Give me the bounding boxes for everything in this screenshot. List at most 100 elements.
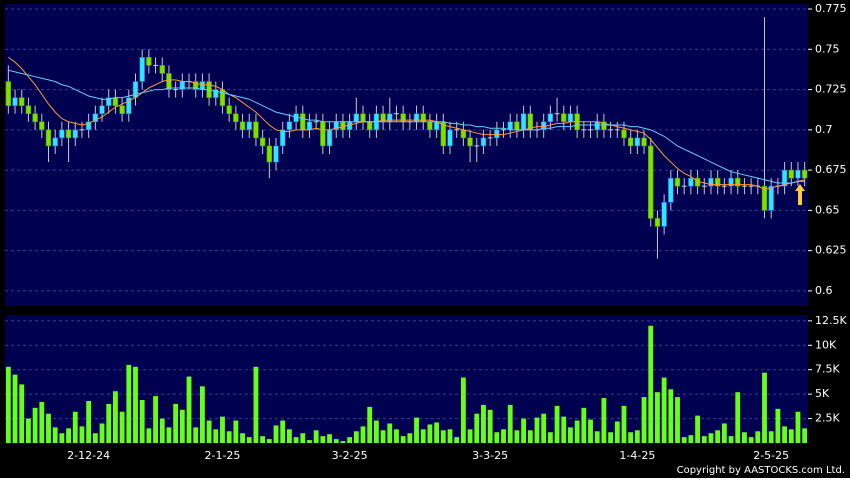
volume-bar xyxy=(79,426,85,443)
volume-bar xyxy=(226,431,232,443)
candle-body xyxy=(253,121,259,139)
volume-bar xyxy=(661,377,667,443)
volume-bar xyxy=(286,429,292,443)
candle-body xyxy=(146,57,152,66)
volume-bar xyxy=(92,433,98,443)
candle-body xyxy=(427,121,433,131)
moving-average-line xyxy=(8,56,805,190)
volume-bar xyxy=(133,366,138,443)
volume-bar xyxy=(795,411,801,443)
candle-body xyxy=(286,121,293,131)
candle-body xyxy=(39,121,45,131)
volume-bar xyxy=(66,428,71,443)
volume-bar xyxy=(675,397,680,443)
volume-bar xyxy=(655,392,660,443)
volume-bar xyxy=(715,430,721,443)
candle-body xyxy=(239,121,246,131)
candle-body xyxy=(99,105,105,115)
volume-bar xyxy=(487,409,493,443)
volume-bar xyxy=(347,437,353,443)
candle-body xyxy=(72,129,78,139)
volume-bar xyxy=(146,428,152,443)
candle-body xyxy=(601,121,607,131)
candle-body xyxy=(199,81,206,90)
x-tick-label: 2-12-24 xyxy=(67,449,110,462)
y-tick-label: 0.7 xyxy=(815,123,833,136)
volume-bar xyxy=(360,426,366,443)
candle-body xyxy=(279,129,286,147)
volume-bar xyxy=(514,430,520,443)
volume-bar xyxy=(39,401,45,443)
volume-bar xyxy=(213,429,219,443)
candle-body xyxy=(514,121,520,131)
volume-bar xyxy=(628,432,634,443)
volume-bar xyxy=(527,430,533,443)
volume-bar xyxy=(621,405,627,443)
volume-bar xyxy=(681,437,687,443)
volume-bar xyxy=(735,392,741,443)
y-tick-label: 0.625 xyxy=(815,244,847,257)
volume-bar xyxy=(748,437,754,443)
volume-bar xyxy=(648,325,654,443)
y-tick-label: 0.725 xyxy=(815,83,847,96)
candle-body xyxy=(621,129,627,139)
candle-body xyxy=(119,105,125,115)
volume-bar xyxy=(414,417,419,443)
volume-bar xyxy=(420,429,426,443)
candle-body xyxy=(306,121,313,131)
candle-body xyxy=(768,185,774,211)
candle-body xyxy=(159,65,165,74)
volume-bar xyxy=(788,429,794,443)
volume-bar xyxy=(153,396,158,443)
candle-body xyxy=(366,121,373,131)
y-tick-label: 0.6 xyxy=(815,284,833,297)
volume-bar xyxy=(568,427,573,443)
volume-bar xyxy=(26,418,31,443)
volume-bar xyxy=(5,366,11,443)
moving-average-line xyxy=(8,69,805,184)
volume-bar xyxy=(762,372,767,443)
volume-bar xyxy=(333,439,339,443)
volume-bar xyxy=(501,429,506,443)
candle-body xyxy=(112,97,119,106)
candle-body xyxy=(193,81,199,90)
volume-bar xyxy=(634,430,640,443)
volume-bar xyxy=(99,423,105,443)
volume-bar xyxy=(701,436,707,443)
volume-bar xyxy=(554,405,560,443)
candle-body xyxy=(688,177,694,187)
volume-bar xyxy=(199,386,205,443)
candle-body xyxy=(52,137,58,147)
candle-body xyxy=(661,202,667,227)
price-panel xyxy=(5,4,808,306)
volume-bar xyxy=(320,436,326,443)
candle-body xyxy=(460,129,467,139)
copyright: Copyright by AASTOCKS.com Ltd. xyxy=(677,465,845,476)
volume-bar xyxy=(86,400,92,443)
candle-body xyxy=(259,137,266,147)
candle-body xyxy=(708,177,714,187)
candle-body xyxy=(467,137,473,147)
x-tick-label: 3-2-25 xyxy=(332,449,368,462)
volume-bar xyxy=(668,389,674,443)
volume-bar xyxy=(742,432,747,443)
candle-body xyxy=(801,169,808,179)
candle-body xyxy=(32,113,38,123)
volume-bar xyxy=(113,391,118,443)
candle-body xyxy=(19,97,25,106)
candle-body xyxy=(65,129,72,139)
volume-bar xyxy=(380,430,386,443)
candle-body xyxy=(353,113,360,123)
volume-bar xyxy=(260,436,266,443)
candle-body xyxy=(85,121,92,131)
candle-body xyxy=(735,177,741,187)
candle-body xyxy=(246,121,252,131)
volume-bar xyxy=(313,430,319,443)
volume-bar xyxy=(434,422,440,443)
volume-bar xyxy=(581,407,587,443)
candle-body xyxy=(480,137,487,147)
volume-bar xyxy=(594,431,600,443)
candle-body xyxy=(139,57,145,82)
volume-bar xyxy=(19,384,25,443)
candle-body xyxy=(45,129,52,147)
